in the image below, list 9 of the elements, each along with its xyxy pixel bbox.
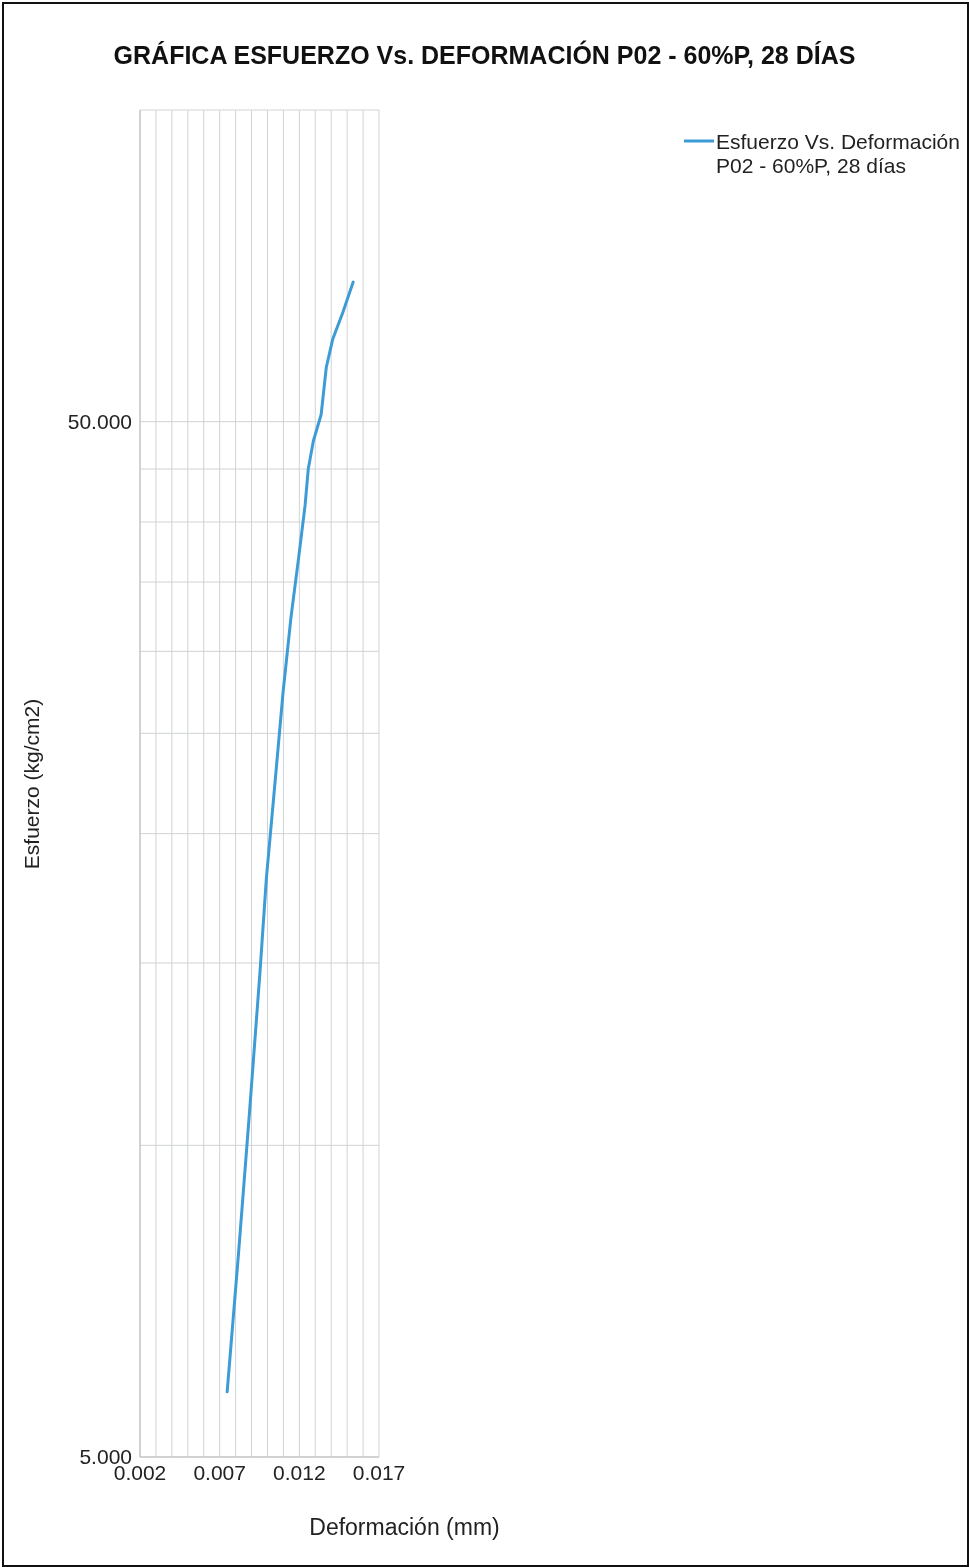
x-tick-label: 0.012 xyxy=(273,1460,326,1484)
x-tick-label: 0.007 xyxy=(193,1460,246,1484)
x-tick-label: 0.017 xyxy=(352,1460,406,1484)
x-axis-title: Deformación (mm) xyxy=(309,1513,500,1541)
y-axis-title: Esfuerzo (kg/cm2) xyxy=(20,698,44,869)
text: GRÁFICA ESFUERZO Vs. DEFORMACIÓN P02 - 60%P, 28 DÍAS xyxy=(113,40,856,70)
y-tick-label: 50.000 xyxy=(67,410,132,434)
line-series xyxy=(225,280,355,1394)
legend-label: Esfuerzo Vs. Deformación P02 - 60%P, 28 días xyxy=(716,130,961,178)
